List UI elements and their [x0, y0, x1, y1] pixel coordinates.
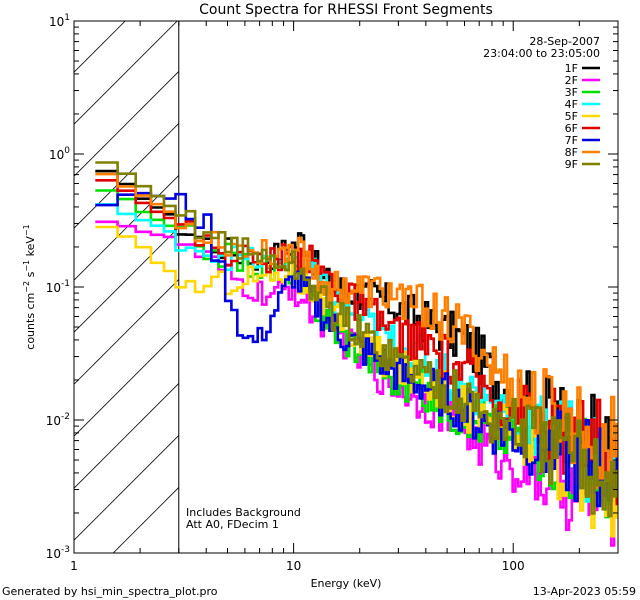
- header-time-range: 23:04:00 to 23:05:00: [483, 47, 600, 60]
- legend-label-6F: 6F: [565, 122, 578, 135]
- hatch-line-10: [74, 331, 180, 437]
- hatch-line-8: [74, 227, 180, 333]
- series-line-8F: [95, 172, 618, 489]
- x-axis-label: Energy (keV): [311, 577, 382, 590]
- legend-label-9F: 9F: [565, 158, 578, 171]
- chart-title: Count Spectra for RHESSI Front Segments: [199, 2, 493, 18]
- legend-label-4F: 4F: [565, 98, 578, 111]
- x-tick-label: 10: [286, 559, 301, 573]
- hatch-line-7: [74, 175, 180, 281]
- hatch-line-13: [112, 487, 180, 553]
- x-tick-label: 1: [70, 559, 78, 573]
- annotation-background: Includes Background: [186, 506, 301, 519]
- y-axis: 10-3 10-2 10-1 100 101: [46, 13, 618, 561]
- x-tick-label: 100: [502, 559, 525, 573]
- hatch-line-6: [74, 123, 180, 229]
- hatch-line-9: [74, 279, 180, 385]
- series-line-9F: [95, 161, 618, 518]
- legend-label-2F: 2F: [565, 74, 578, 87]
- hatch-line-11: [74, 383, 180, 489]
- footer-timestamp: 13-Apr-2023 05:59: [533, 585, 636, 598]
- legend-label-1F: 1F: [565, 62, 578, 75]
- hatch-line-5: [74, 71, 180, 177]
- hatch-line-3: [74, 21, 126, 73]
- footer-generated-by: Generated by hsi_min_spectra_plot.pro: [2, 585, 218, 598]
- legend-label-7F: 7F: [565, 134, 578, 147]
- annotation-attenuator: Att A0, FDecim 1: [186, 518, 279, 531]
- hatch-line-12: [74, 435, 180, 541]
- y-tick-label: 100: [49, 146, 70, 162]
- y-tick-label: 10-1: [46, 279, 70, 295]
- y-tick-label: 10-2: [46, 412, 70, 428]
- y-axis-label: counts cm−2 s−1 keV−1: [22, 224, 37, 349]
- hatch-line-2: [74, 0, 179, 20]
- legend-label-5F: 5F: [565, 110, 578, 123]
- x-axis: 1 10 100: [70, 21, 619, 573]
- y-tick-label: 10-3: [46, 545, 70, 561]
- legend-label-3F: 3F: [565, 86, 578, 99]
- legend-label-8F: 8F: [565, 146, 578, 159]
- hatch-line-4: [74, 21, 178, 125]
- series-lines: [95, 161, 618, 547]
- y-tick-label: 101: [49, 13, 70, 29]
- excluded-region-hatch: [74, 0, 180, 553]
- header-date: 28-Sep-2007: [529, 35, 600, 48]
